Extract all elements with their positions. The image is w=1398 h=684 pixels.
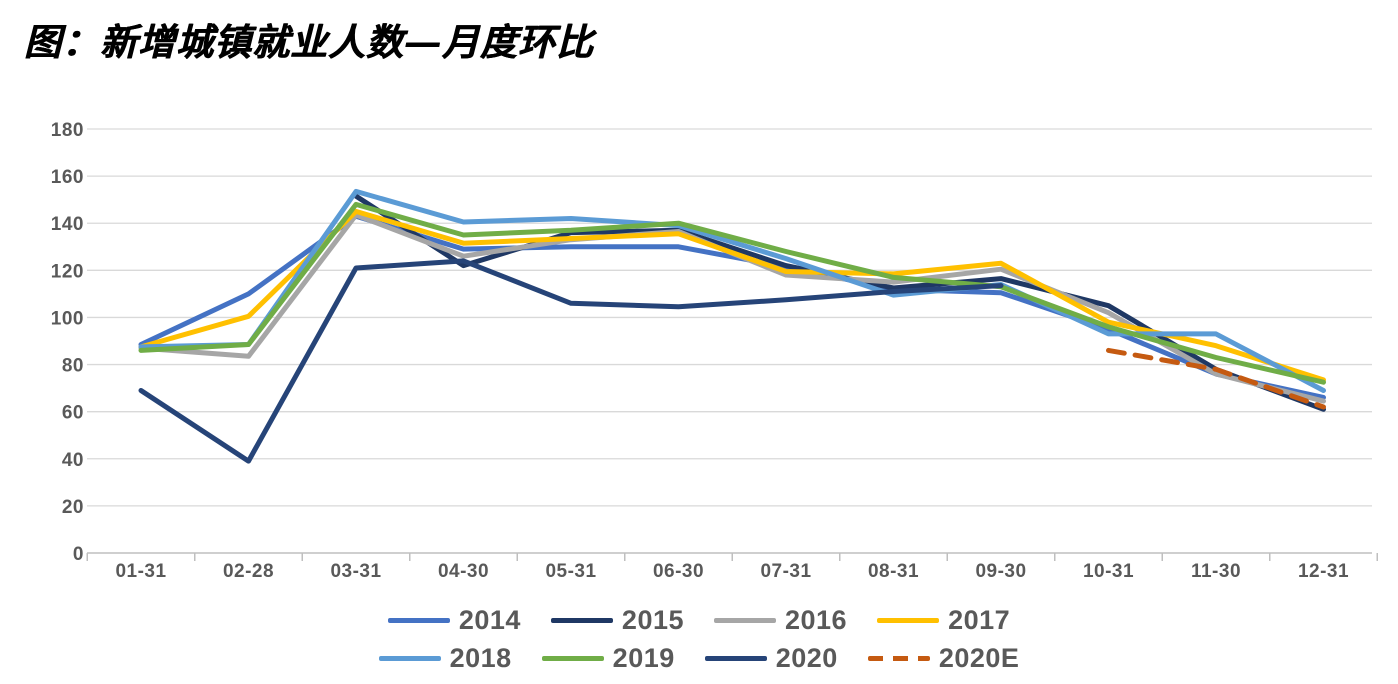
series-line-2018 [138,188,1326,393]
x-tick-label: 09-30 [975,561,1026,582]
legend-swatch-2020E [867,655,930,661]
y-tick-label: 60 [62,403,84,424]
x-tick-label: 10-31 [1083,561,1134,582]
y-tick-label: 180 [51,120,84,141]
x-tick-label: 04-30 [438,561,489,582]
y-tick-label: 160 [51,167,84,188]
legend-item-2019: 2019 [541,642,675,674]
y-tick-label: 40 [62,450,84,471]
series-line-2020 [138,258,1004,464]
chart-title: 图：新增城镇就业人数—月度环比 [24,20,594,64]
legend-label-2016: 2016 [785,604,848,635]
legend-swatch-2019 [541,655,604,661]
legend-label-2020E: 2020E [938,642,1020,673]
legend-swatch-2014 [387,617,450,623]
legend-item-2014: 2014 [387,604,521,636]
legend-swatch-2020 [704,655,767,661]
x-tick-label: 12-31 [1298,561,1349,582]
legend-row: 2014 2015 2016 2017 [387,604,1010,636]
x-tick-label: 11-30 [1191,561,1241,582]
legend-item-2020: 2020 [704,642,838,674]
legend-label-2014: 2014 [458,604,521,635]
legend-swatch-2015 [550,617,613,623]
x-tick-label: 01-31 [115,561,166,582]
y-tick-label: 140 [51,214,84,235]
legend-item-2015: 2015 [550,604,684,636]
legend-label-2020: 2020 [775,642,838,673]
x-tick-label: 07-31 [760,561,811,582]
legend-label-2018: 2018 [449,642,512,673]
x-tick-label: 05-31 [545,561,596,582]
legend-item-2016: 2016 [714,604,847,636]
legend-label-2017: 2017 [948,604,1011,635]
x-tick-label: 03-31 [330,561,381,582]
y-tick-label: 100 [51,308,84,329]
legend-item-2017: 2017 [877,604,1010,636]
legend-swatch-2016 [714,617,776,623]
y-tick-label: 120 [51,261,84,282]
y-tick-label: 80 [62,356,84,377]
legend-swatch-2018 [378,655,441,661]
legend-label-2015: 2015 [621,604,684,635]
legend-item-2020E: 2020E [867,642,1020,674]
legend-label-2019: 2019 [612,642,675,673]
x-tick-label: 08-31 [868,561,919,582]
x-tick-label: 06-30 [653,561,704,582]
y-tick-label: 0 [73,544,84,565]
legend-row: 2018 2019 2020 2020E [378,642,1020,674]
chart-legend: 2014 2015 2016 2017 2018 2019 2020 2020E [0,604,1398,674]
x-tick-label: 02-28 [223,561,274,582]
legend-item-2018: 2018 [378,642,512,674]
series-line-2019 [138,201,1326,385]
series-line-2015 [353,193,1326,412]
legend-swatch-2017 [877,617,940,623]
series-line-2020E [1106,347,1326,410]
y-tick-label: 20 [62,497,84,518]
